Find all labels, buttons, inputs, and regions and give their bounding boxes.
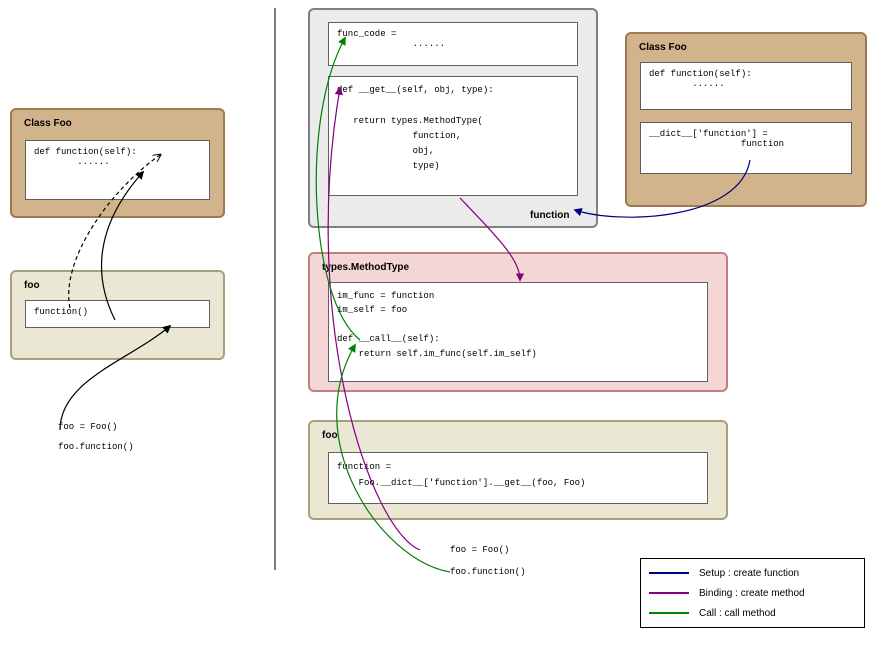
function-label: function xyxy=(530,210,569,221)
legend-swatch-call xyxy=(649,612,689,614)
right-class-foo-code1: def function(self): ...... xyxy=(640,62,852,110)
right-class-foo-title: Class Foo xyxy=(639,42,687,53)
function-code-box: func_code = ...... xyxy=(328,22,578,66)
left-annot-1: foo = Foo() xyxy=(58,422,117,432)
legend-text-binding: Binding : create method xyxy=(699,588,805,599)
right-class-foo-code2: __dict__['function'] = function xyxy=(640,122,852,174)
left-foo-title: foo xyxy=(24,280,40,291)
legend-swatch-binding xyxy=(649,592,689,594)
left-class-foo-code: def function(self): ...... xyxy=(25,140,210,200)
right-annot-1: foo = Foo() xyxy=(450,545,509,555)
right-foo-code: function = Foo.__dict__['function'].__ge… xyxy=(328,452,708,504)
methodtype-title: types.MethodType xyxy=(322,262,409,273)
left-foo-code: function() xyxy=(25,300,210,328)
right-annot-2: foo.function() xyxy=(450,567,526,577)
left-class-foo-title: Class Foo xyxy=(24,118,72,129)
right-foo-title: foo xyxy=(322,430,338,441)
legend-row-call: Call : call method xyxy=(641,603,864,623)
left-annot-2: foo.function() xyxy=(58,442,134,452)
legend-swatch-setup xyxy=(649,572,689,574)
function-get-box: def __get__(self, obj, type): return typ… xyxy=(328,76,578,196)
legend-row-setup: Setup : create function xyxy=(641,563,864,583)
legend: Setup : create function Binding : create… xyxy=(640,558,865,628)
methodtype-code: im_func = function im_self = foo def __c… xyxy=(328,282,708,382)
legend-text-setup: Setup : create function xyxy=(699,568,799,579)
legend-text-call: Call : call method xyxy=(699,608,776,619)
right-class-foo-box: Class Foo xyxy=(625,32,867,207)
legend-row-binding: Binding : create method xyxy=(641,583,864,603)
